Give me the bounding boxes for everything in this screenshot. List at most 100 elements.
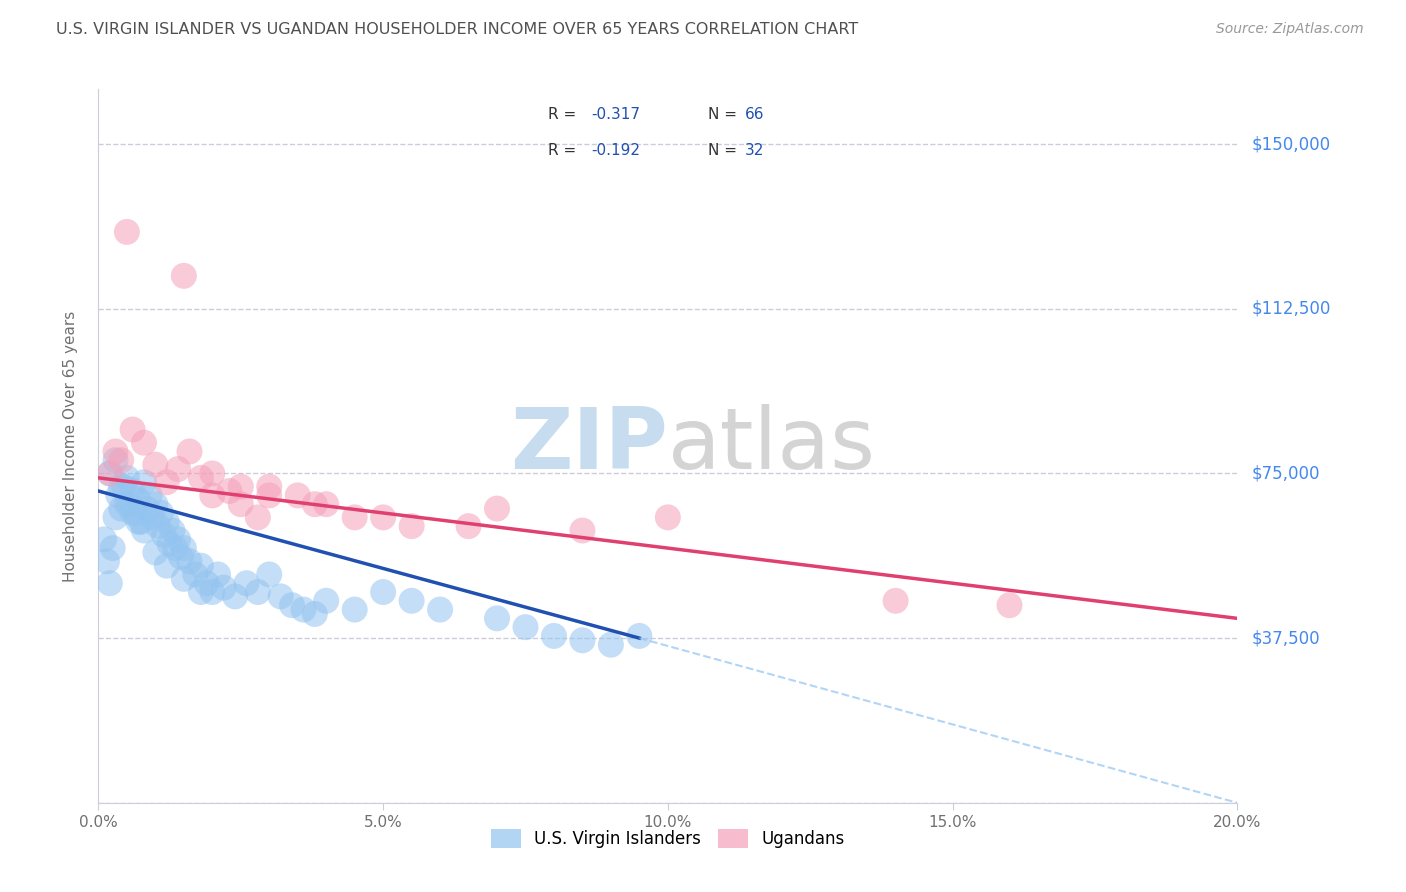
Point: [998, 598, 1021, 612]
Point: [207, 567, 229, 582]
Point: [179, 554, 201, 568]
Point: [110, 501, 132, 516]
Point: [281, 598, 304, 612]
Point: [167, 462, 190, 476]
Point: [129, 515, 152, 529]
Point: [201, 467, 224, 481]
Point: [270, 590, 292, 604]
Point: [115, 225, 138, 239]
Point: [162, 524, 184, 538]
Point: [343, 602, 366, 616]
Point: [121, 423, 143, 437]
Point: [145, 497, 167, 511]
Text: N =: N =: [707, 143, 741, 158]
Point: [98, 467, 121, 481]
Point: [110, 453, 132, 467]
Point: [115, 471, 138, 485]
Text: $150,000: $150,000: [1251, 135, 1330, 153]
Text: 32: 32: [745, 143, 765, 158]
Point: [179, 444, 201, 458]
Point: [96, 554, 118, 568]
Point: [343, 510, 366, 524]
Point: [657, 510, 679, 524]
Text: atlas: atlas: [668, 404, 876, 488]
Text: -0.317: -0.317: [592, 107, 641, 122]
Text: 66: 66: [745, 107, 765, 122]
Point: [124, 506, 146, 520]
Text: R =: R =: [548, 143, 582, 158]
Point: [145, 545, 167, 559]
Point: [571, 633, 593, 648]
Text: ZIP: ZIP: [510, 404, 668, 488]
Point: [132, 475, 155, 490]
Point: [212, 581, 235, 595]
Point: [292, 602, 315, 616]
Point: [515, 620, 537, 634]
Point: [315, 497, 337, 511]
Point: [190, 585, 212, 599]
Point: [259, 488, 281, 502]
Text: U.S. VIRGIN ISLANDER VS UGANDAN HOUSEHOLDER INCOME OVER 65 YEARS CORRELATION CHA: U.S. VIRGIN ISLANDER VS UGANDAN HOUSEHOL…: [56, 22, 859, 37]
Legend: U.S. Virgin Islanders, Ugandans: U.S. Virgin Islanders, Ugandans: [485, 822, 851, 855]
Y-axis label: Householder Income Over 65 years: Householder Income Over 65 years: [63, 310, 77, 582]
Point: [628, 629, 651, 643]
Point: [304, 607, 326, 621]
Point: [132, 524, 155, 538]
Point: [457, 519, 479, 533]
Point: [304, 497, 326, 511]
Point: [135, 501, 157, 516]
Point: [486, 611, 509, 625]
Point: [156, 515, 179, 529]
Point: [121, 483, 143, 498]
Point: [167, 533, 190, 547]
Point: [486, 501, 509, 516]
Point: [132, 435, 155, 450]
Point: [173, 268, 195, 283]
Point: [543, 629, 565, 643]
Point: [259, 480, 281, 494]
Point: [229, 480, 252, 494]
Point: [112, 480, 135, 494]
Text: $75,000: $75,000: [1251, 465, 1320, 483]
Point: [127, 492, 149, 507]
Point: [218, 483, 240, 498]
Point: [201, 585, 224, 599]
Point: [235, 576, 257, 591]
Point: [173, 541, 195, 555]
Point: [224, 590, 246, 604]
Point: [190, 471, 212, 485]
Text: R =: R =: [548, 107, 582, 122]
Point: [401, 594, 423, 608]
Point: [148, 519, 170, 533]
Text: $112,500: $112,500: [1251, 300, 1330, 318]
Point: [115, 497, 138, 511]
Point: [156, 558, 179, 573]
Point: [121, 506, 143, 520]
Point: [104, 444, 127, 458]
Point: [150, 506, 173, 520]
Point: [141, 510, 163, 524]
Point: [259, 567, 281, 582]
Point: [371, 510, 394, 524]
Point: [884, 594, 907, 608]
Text: $37,500: $37,500: [1251, 629, 1320, 647]
Point: [165, 541, 187, 555]
Point: [159, 537, 181, 551]
Point: [429, 602, 451, 616]
Point: [246, 585, 269, 599]
Point: [127, 515, 149, 529]
Point: [401, 519, 423, 533]
Point: [201, 488, 224, 502]
Text: N =: N =: [707, 107, 741, 122]
Point: [110, 480, 132, 494]
Point: [170, 549, 193, 564]
Point: [101, 541, 124, 555]
Point: [184, 567, 207, 582]
Point: [600, 638, 623, 652]
Point: [371, 585, 394, 599]
Point: [246, 510, 269, 524]
Point: [153, 528, 176, 542]
Point: [315, 594, 337, 608]
Point: [173, 572, 195, 586]
Point: [98, 576, 121, 591]
